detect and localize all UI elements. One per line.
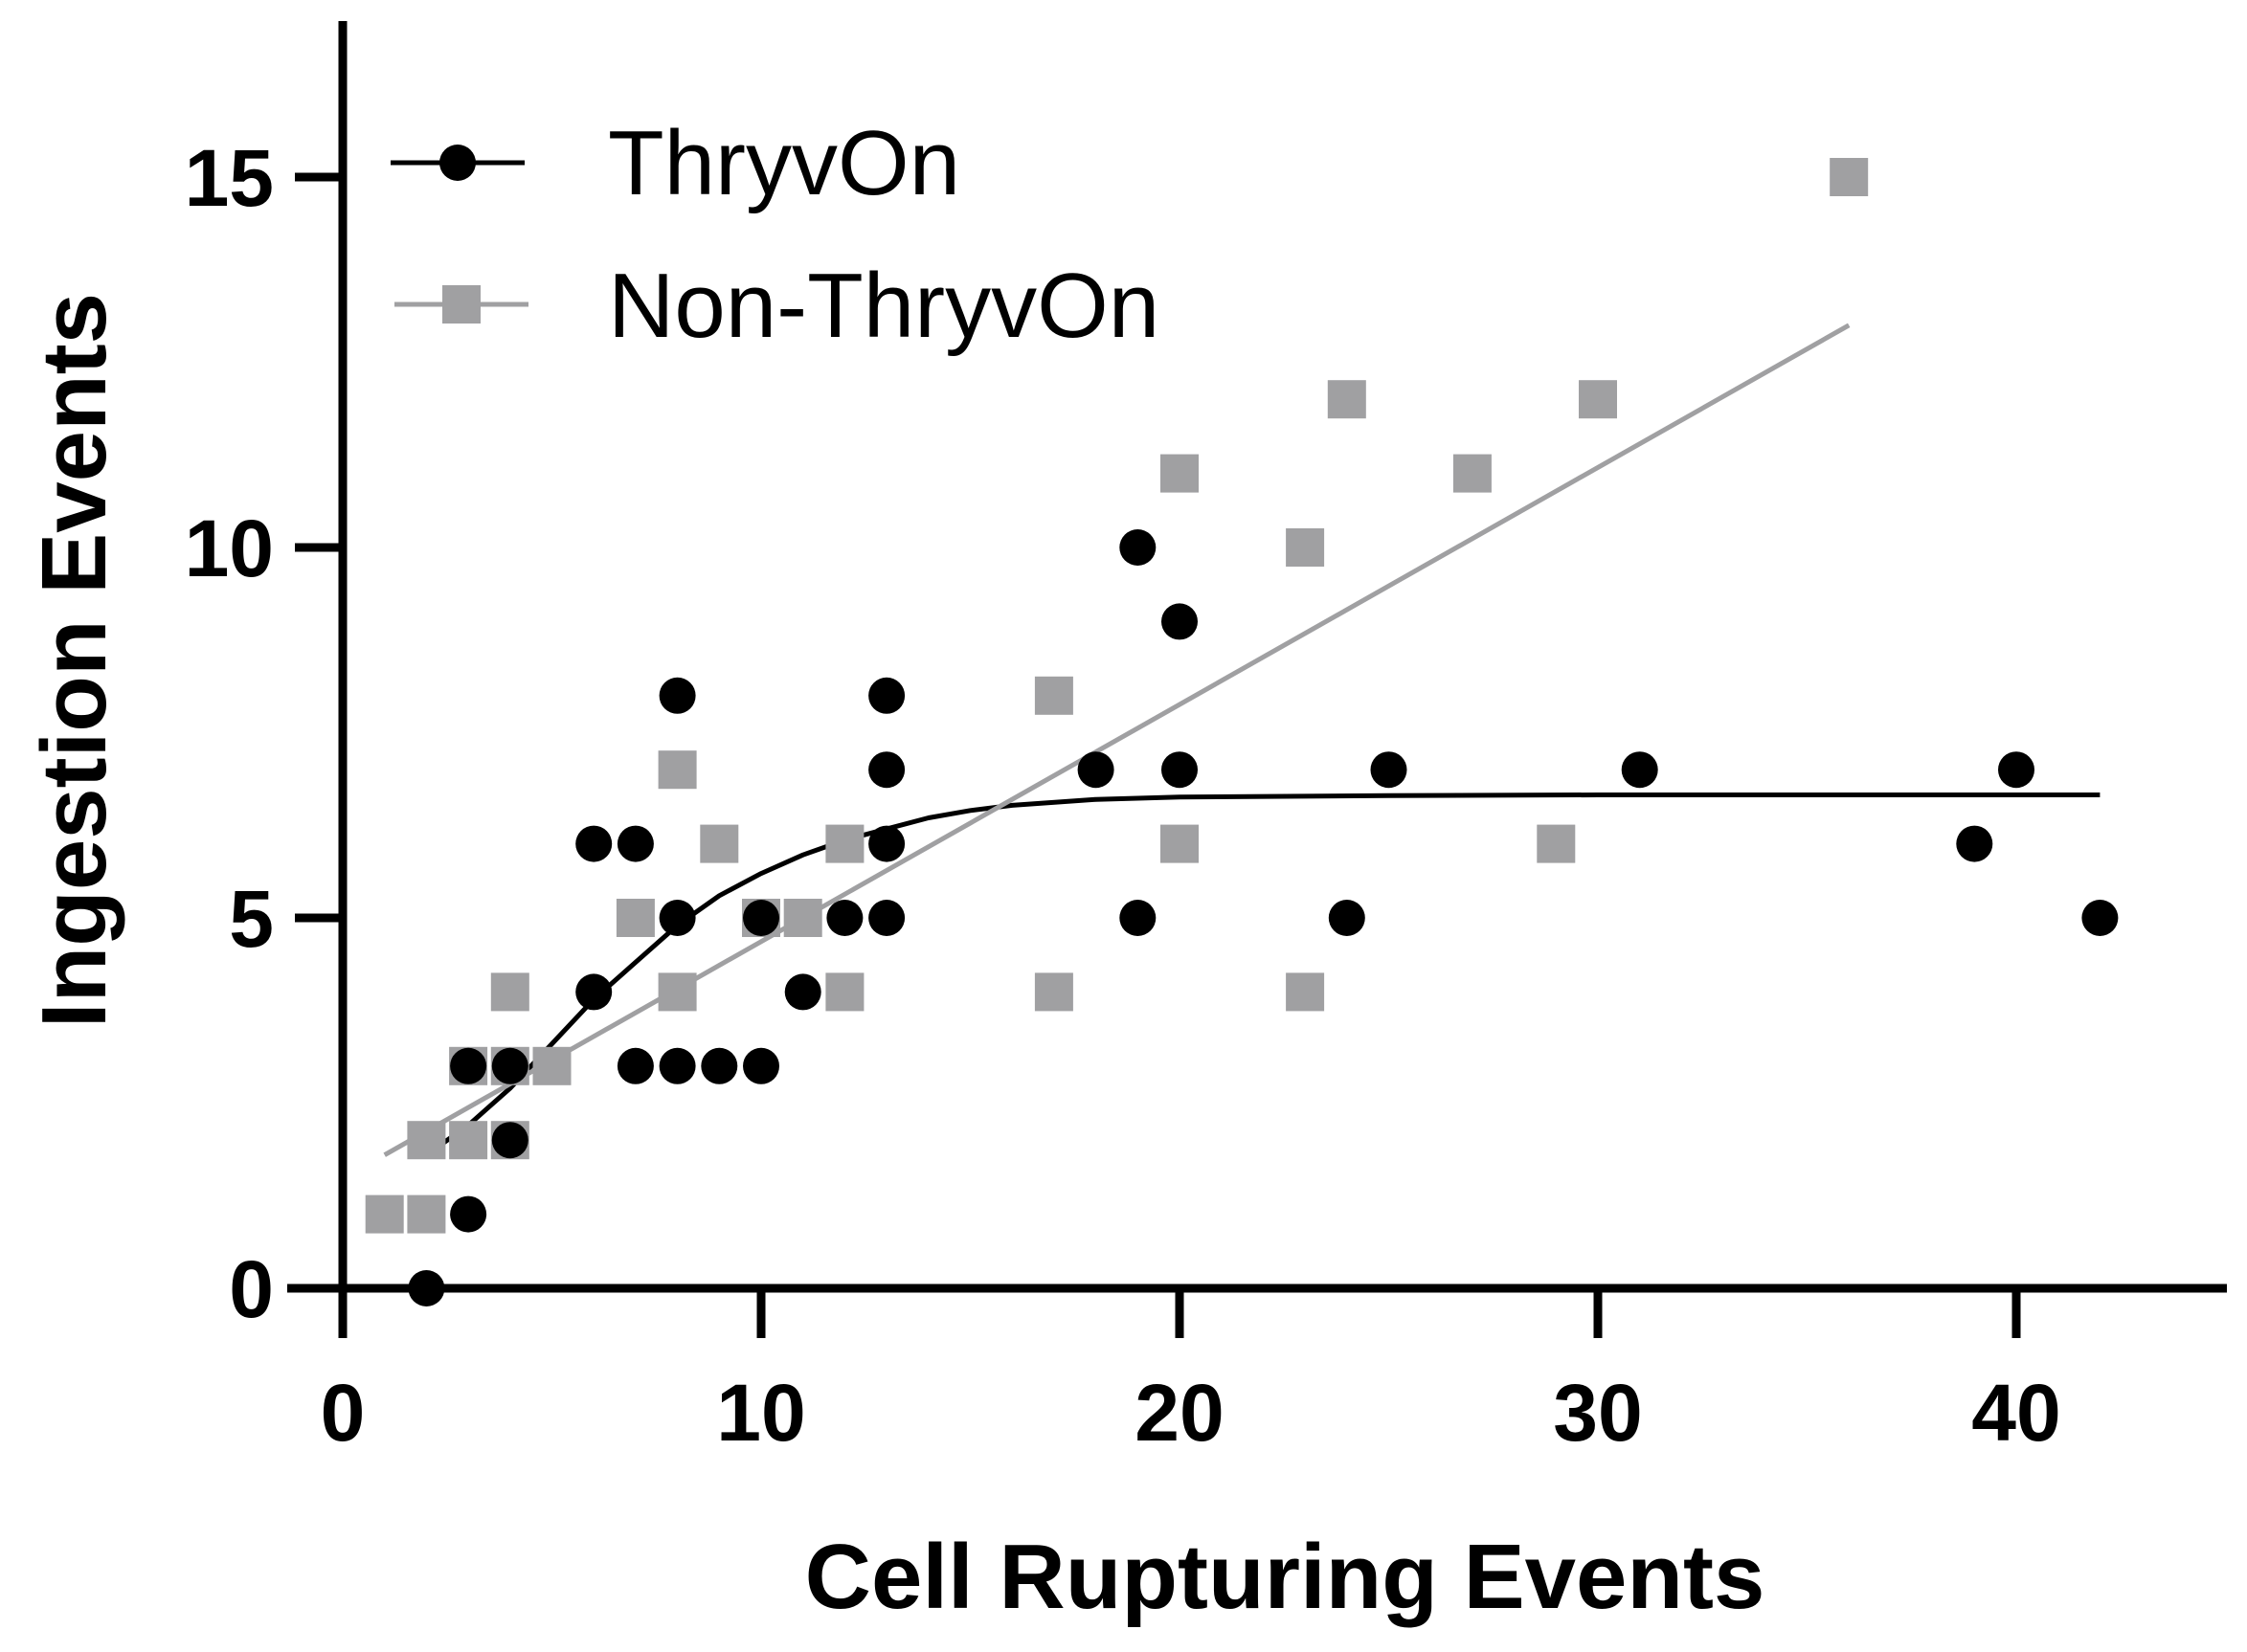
thryvon-point[interactable] — [450, 1047, 487, 1084]
thryvon-point[interactable] — [1119, 900, 1157, 936]
thryvon-point[interactable] — [659, 900, 696, 936]
y-tick-label-15: 15 — [185, 133, 274, 223]
ticks-layer: 0 5 10 15 0 10 20 30 40 — [185, 133, 2061, 1458]
non-thryvon-point[interactable] — [407, 1194, 446, 1234]
non-thryvon-point[interactable] — [1327, 380, 1366, 419]
thryvon-point[interactable] — [575, 973, 613, 1011]
non-thryvon-point[interactable] — [1286, 528, 1325, 567]
non-thryvon-point[interactable] — [616, 899, 655, 937]
thryvon-point[interactable] — [868, 751, 906, 789]
non-thryvon-point[interactable] — [1286, 972, 1325, 1012]
thryvon-point[interactable] — [868, 900, 906, 936]
thryvon-point[interactable] — [743, 900, 779, 936]
x-tick-label-20: 20 — [1135, 1368, 1224, 1458]
non-thryvon-point[interactable] — [365, 1194, 404, 1234]
thryvon-point[interactable] — [1119, 529, 1157, 566]
thryvon-point[interactable] — [659, 677, 696, 714]
non-thryvon-point[interactable] — [1034, 676, 1073, 715]
thryvon-point[interactable] — [743, 1047, 779, 1084]
thryvon-point[interactable] — [701, 1047, 738, 1084]
non-thryvon-point[interactable] — [700, 824, 739, 863]
thryvon-markers-layer — [408, 529, 2119, 1306]
thryvon-point[interactable] — [1956, 825, 1993, 862]
thryvon-point[interactable] — [784, 973, 821, 1011]
non-thryvon-point[interactable] — [407, 1121, 446, 1160]
thryvon-point[interactable] — [1998, 751, 2034, 789]
non-thryvon-point[interactable] — [783, 899, 822, 937]
thryvon-point[interactable] — [2081, 900, 2119, 936]
non-thryvon-point[interactable] — [658, 750, 697, 790]
thryvon-point[interactable] — [1328, 900, 1365, 936]
legend-item-non-thryvon[interactable]: Non-ThryvOn — [394, 255, 1159, 357]
legend-thryvon-label: ThryvOn — [608, 112, 960, 214]
thryvon-point[interactable] — [450, 1195, 487, 1233]
y-tick-label-0: 0 — [229, 1244, 274, 1334]
y-tick-label-5: 5 — [229, 874, 274, 964]
non-thryvon-point[interactable] — [658, 972, 697, 1012]
non-thryvon-point[interactable] — [490, 972, 529, 1012]
thryvon-point[interactable] — [1370, 751, 1407, 789]
thryvon-point[interactable] — [868, 677, 906, 714]
non-thryvon-point[interactable] — [1160, 454, 1199, 493]
axes-layer — [287, 21, 2227, 1293]
thryvon-point[interactable] — [868, 825, 906, 862]
thryvon-point[interactable] — [491, 1047, 528, 1084]
non-thryvon-point[interactable] — [1537, 824, 1576, 863]
non-thryvon-point[interactable] — [1452, 454, 1492, 493]
legend-thryvon-marker — [439, 145, 476, 181]
thryvon-point[interactable] — [617, 1047, 654, 1084]
non-thryvon-point[interactable] — [1034, 972, 1073, 1012]
thryvon-point[interactable] — [1077, 751, 1114, 789]
thryvon-point[interactable] — [826, 900, 864, 936]
legend-non-thryvon-label: Non-ThryvOn — [608, 255, 1159, 357]
non-thryvon-point[interactable] — [1579, 380, 1617, 419]
y-axis-title: Ingestion Events — [23, 293, 125, 1028]
non-thryvon-point[interactable] — [532, 1046, 572, 1085]
x-axis-title: Cell Rupturing Events — [805, 1526, 1765, 1628]
thryvon-point[interactable] — [1161, 603, 1198, 640]
legend-item-thryvon[interactable]: ThryvOn — [391, 112, 960, 214]
thryvon-point[interactable] — [575, 825, 613, 862]
non-thryvon-point[interactable] — [825, 824, 865, 863]
non-thryvon-fit-line — [383, 323, 1851, 1157]
thryvon-point[interactable] — [617, 825, 654, 862]
thryvon-point[interactable] — [1621, 751, 1658, 789]
x-tick-label-0: 0 — [321, 1368, 366, 1458]
thryvon-point[interactable] — [659, 1047, 696, 1084]
non-thryvon-point[interactable] — [1160, 824, 1199, 863]
x-tick-label-40: 40 — [1971, 1368, 2060, 1458]
thryvon-point[interactable] — [1161, 751, 1198, 789]
x-tick-label-10: 10 — [716, 1368, 805, 1458]
y-tick-label-10: 10 — [185, 503, 274, 593]
legend-non-thryvon-marker — [442, 285, 481, 324]
non-thryvon-markers-layer — [365, 158, 1869, 1234]
thryvon-point[interactable] — [491, 1122, 528, 1159]
non-thryvon-point[interactable] — [1830, 158, 1869, 196]
x-tick-label-30: 30 — [1553, 1368, 1642, 1458]
non-thryvon-point[interactable] — [449, 1121, 488, 1160]
fit-lines-layer — [383, 323, 2101, 1157]
legend: ThryvOn Non-ThryvOn — [391, 112, 1159, 357]
non-thryvon-point[interactable] — [825, 972, 865, 1012]
